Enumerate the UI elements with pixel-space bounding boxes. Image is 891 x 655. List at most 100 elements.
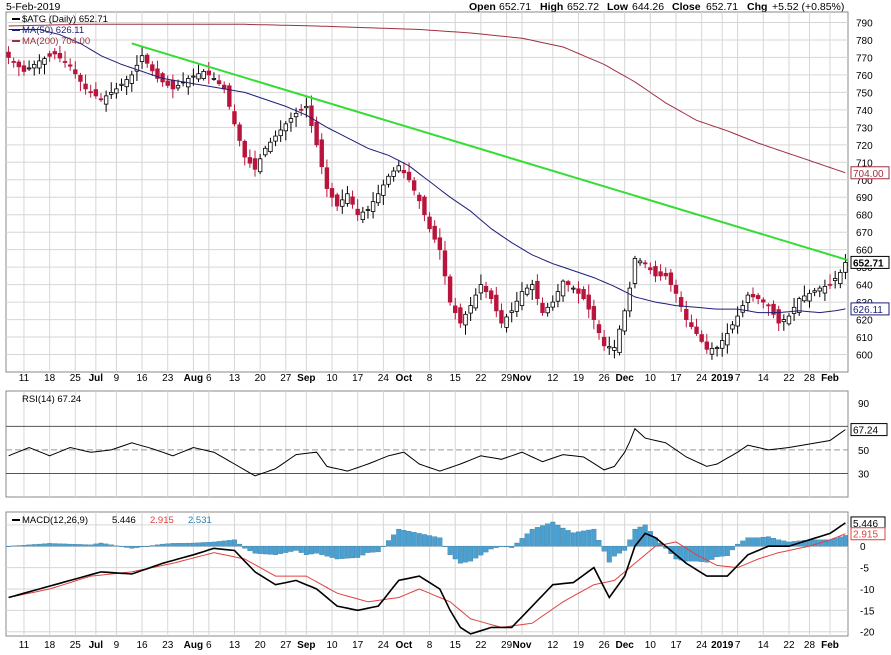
- histogram-bar: [98, 542, 104, 547]
- x-axis-label-bottom: 6: [206, 640, 212, 651]
- histogram-bar: [498, 546, 504, 547]
- histogram-bar: [401, 530, 407, 547]
- candle-up: [622, 310, 627, 332]
- candle-up: [514, 300, 520, 312]
- histogram-bar: [103, 543, 109, 547]
- candle-up: [812, 290, 817, 293]
- high-value: 652.72: [567, 1, 599, 13]
- candle-down: [540, 302, 545, 313]
- candle-up: [263, 147, 268, 156]
- candle-up: [365, 209, 371, 211]
- x-axis-label: 2019: [711, 373, 734, 384]
- candle-up: [550, 301, 555, 308]
- histogram-bar: [201, 542, 207, 547]
- candle-up: [745, 294, 751, 303]
- x-axis-label: 24: [378, 373, 390, 384]
- candle-down: [11, 61, 16, 63]
- candle-down: [648, 267, 653, 271]
- price-y-tick-label: 770: [856, 53, 873, 64]
- rsi-y-tick-label: 30: [858, 469, 870, 480]
- x-axis-label-bottom: 25: [70, 640, 82, 651]
- macd-line: [8, 522, 846, 635]
- candle-up: [560, 280, 566, 297]
- candle-down: [401, 169, 407, 174]
- histogram-bar: [570, 532, 576, 547]
- candle-down: [165, 80, 170, 86]
- histogram-bar: [180, 543, 186, 547]
- histogram-bar: [447, 546, 453, 555]
- candle-up: [832, 278, 838, 282]
- x-axis-label-bottom: 27: [280, 640, 292, 651]
- macd-panel: -20-15-10-505MACD(12,26,9)5.4462.9152.53…: [5, 511, 886, 651]
- candle-down: [88, 91, 93, 94]
- histogram-bar: [16, 545, 22, 547]
- x-axis-label-bottom: Oct: [396, 640, 413, 651]
- candle-down: [699, 334, 704, 342]
- histogram-bar: [232, 539, 237, 547]
- candle-down: [499, 310, 504, 324]
- candle-down: [47, 53, 52, 57]
- price-y-tick-label: 670: [856, 228, 873, 239]
- x-axis-label-bottom: 10: [326, 640, 338, 651]
- candle-up: [555, 291, 561, 302]
- histogram-bar: [596, 539, 602, 547]
- histogram-bar: [627, 539, 633, 547]
- macd-histogram: [6, 521, 848, 564]
- close-label: Close: [672, 1, 701, 13]
- macd-frame: [5, 511, 849, 637]
- candle-up: [807, 292, 812, 302]
- candle-up: [632, 258, 638, 284]
- histogram-bar: [252, 546, 258, 554]
- candle-up: [720, 340, 725, 349]
- histogram-bar: [735, 543, 741, 547]
- macd-flag: [850, 527, 886, 541]
- high-label: High: [540, 1, 563, 13]
- candle-down: [83, 83, 88, 90]
- histogram-bar: [319, 546, 325, 555]
- x-axis-label: 10: [645, 373, 657, 384]
- candle-up: [293, 112, 299, 118]
- candle-up: [740, 305, 745, 313]
- histogram-bar: [396, 528, 402, 547]
- x-axis-label: 22: [783, 373, 795, 384]
- x-axis-label: 24: [696, 373, 708, 384]
- candle-down: [155, 68, 160, 79]
- histogram-bar: [144, 546, 150, 547]
- candle-down: [62, 61, 68, 63]
- x-axis-label: 13: [229, 373, 241, 384]
- price-y-tick-label: 760: [856, 71, 873, 82]
- histogram-bar: [273, 546, 279, 555]
- price-flag: [850, 166, 890, 180]
- x-axis-label: 11: [19, 373, 30, 384]
- x-axis-label: 12: [547, 373, 559, 384]
- candle-down: [150, 64, 155, 72]
- candle-up: [797, 298, 802, 313]
- histogram-bar: [47, 543, 53, 547]
- candle-up: [822, 285, 828, 294]
- macd-y-tick-label: 0: [860, 542, 866, 553]
- histogram-bar: [36, 543, 42, 547]
- candle-up: [473, 294, 478, 309]
- x-axis-label-bottom: 10: [645, 640, 657, 651]
- x-axis-label: 16: [136, 373, 148, 384]
- price-y-tick-label: 730: [856, 123, 873, 134]
- price-y-tick-label: 620: [856, 316, 873, 327]
- x-axis-label-bottom: 13: [229, 640, 241, 651]
- histogram-bar: [534, 527, 540, 547]
- candle-down: [98, 98, 104, 101]
- histogram-bar: [771, 538, 777, 547]
- candle-up: [114, 88, 119, 94]
- candle-down: [16, 61, 22, 68]
- candle-down: [216, 80, 222, 85]
- histogram-bar: [463, 546, 468, 563]
- x-axis-label-bottom: Aug: [184, 640, 203, 651]
- x-axis-label-bottom: 11: [19, 640, 30, 651]
- x-axis-label-bottom: 12: [547, 640, 559, 651]
- trendline: [131, 42, 849, 262]
- price-flag-label: 652.71: [853, 258, 884, 269]
- histogram-bar: [801, 540, 807, 547]
- candle-up: [709, 348, 715, 355]
- candle-up: [524, 287, 530, 295]
- x-axis-label-bottom: 7: [735, 640, 741, 651]
- histogram-bar: [139, 546, 145, 548]
